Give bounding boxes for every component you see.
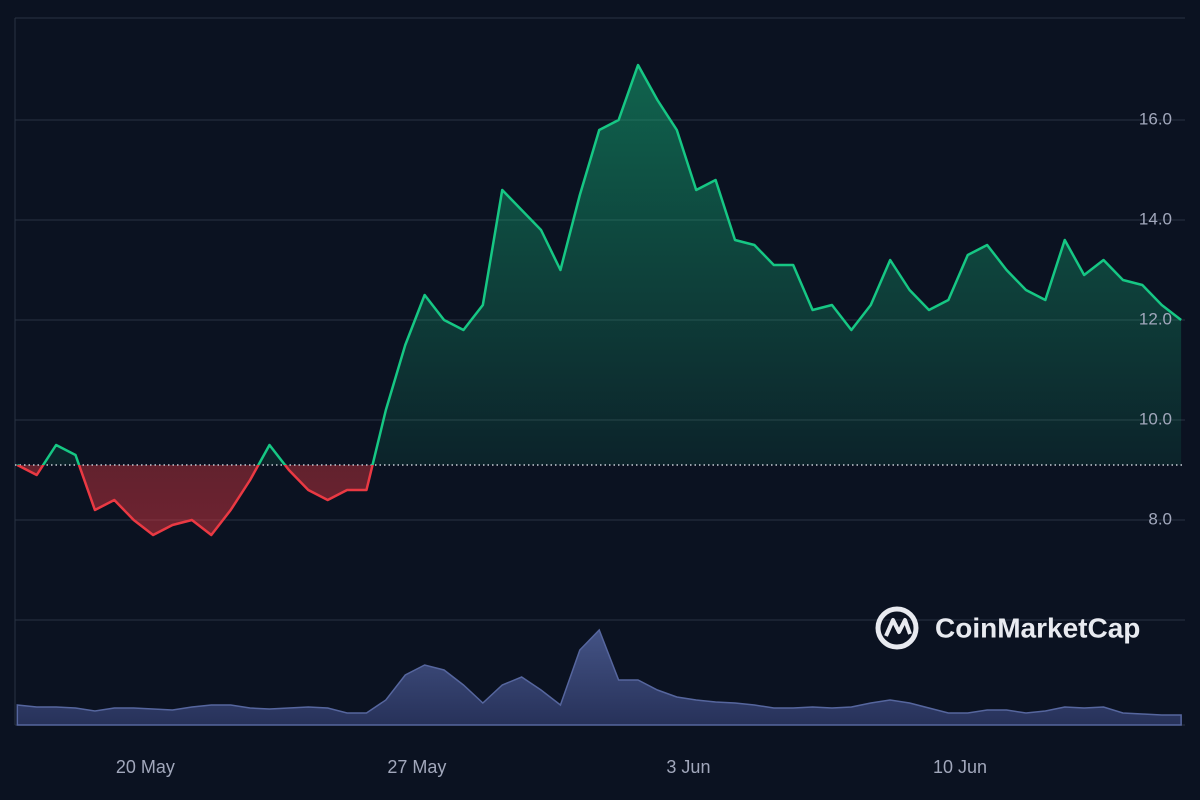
volume-area (16, 628, 1182, 726)
y-tick-label: 12.0 (1139, 309, 1172, 328)
labels: 8.0 10.0 12.0 14.0 16.0 20 May 27 May 3 Jun 10 J… (116, 109, 1172, 776)
y-tick-label: 14.0 (1139, 209, 1172, 228)
price-line-up (17, 63, 1182, 465)
y-tick-label: 8.0 (1148, 509, 1172, 528)
plot (15, 63, 1185, 537)
y-tick-label: 16.0 (1139, 109, 1172, 128)
watermark-text: CoinMarketCap (935, 612, 1140, 643)
volume (16, 628, 1182, 726)
x-tick-label: 27 May (387, 757, 446, 777)
x-tick-label: 3 Jun (666, 757, 710, 777)
x-tick-label: 20 May (116, 757, 175, 777)
price-line-down (16, 465, 374, 537)
area-below (17, 465, 1182, 535)
x-tick-label: 10 Jun (933, 757, 987, 777)
area-above (17, 65, 1182, 465)
y-tick-label: 10.0 (1139, 409, 1172, 428)
watermark: CoinMarketCap (875, 606, 1140, 650)
